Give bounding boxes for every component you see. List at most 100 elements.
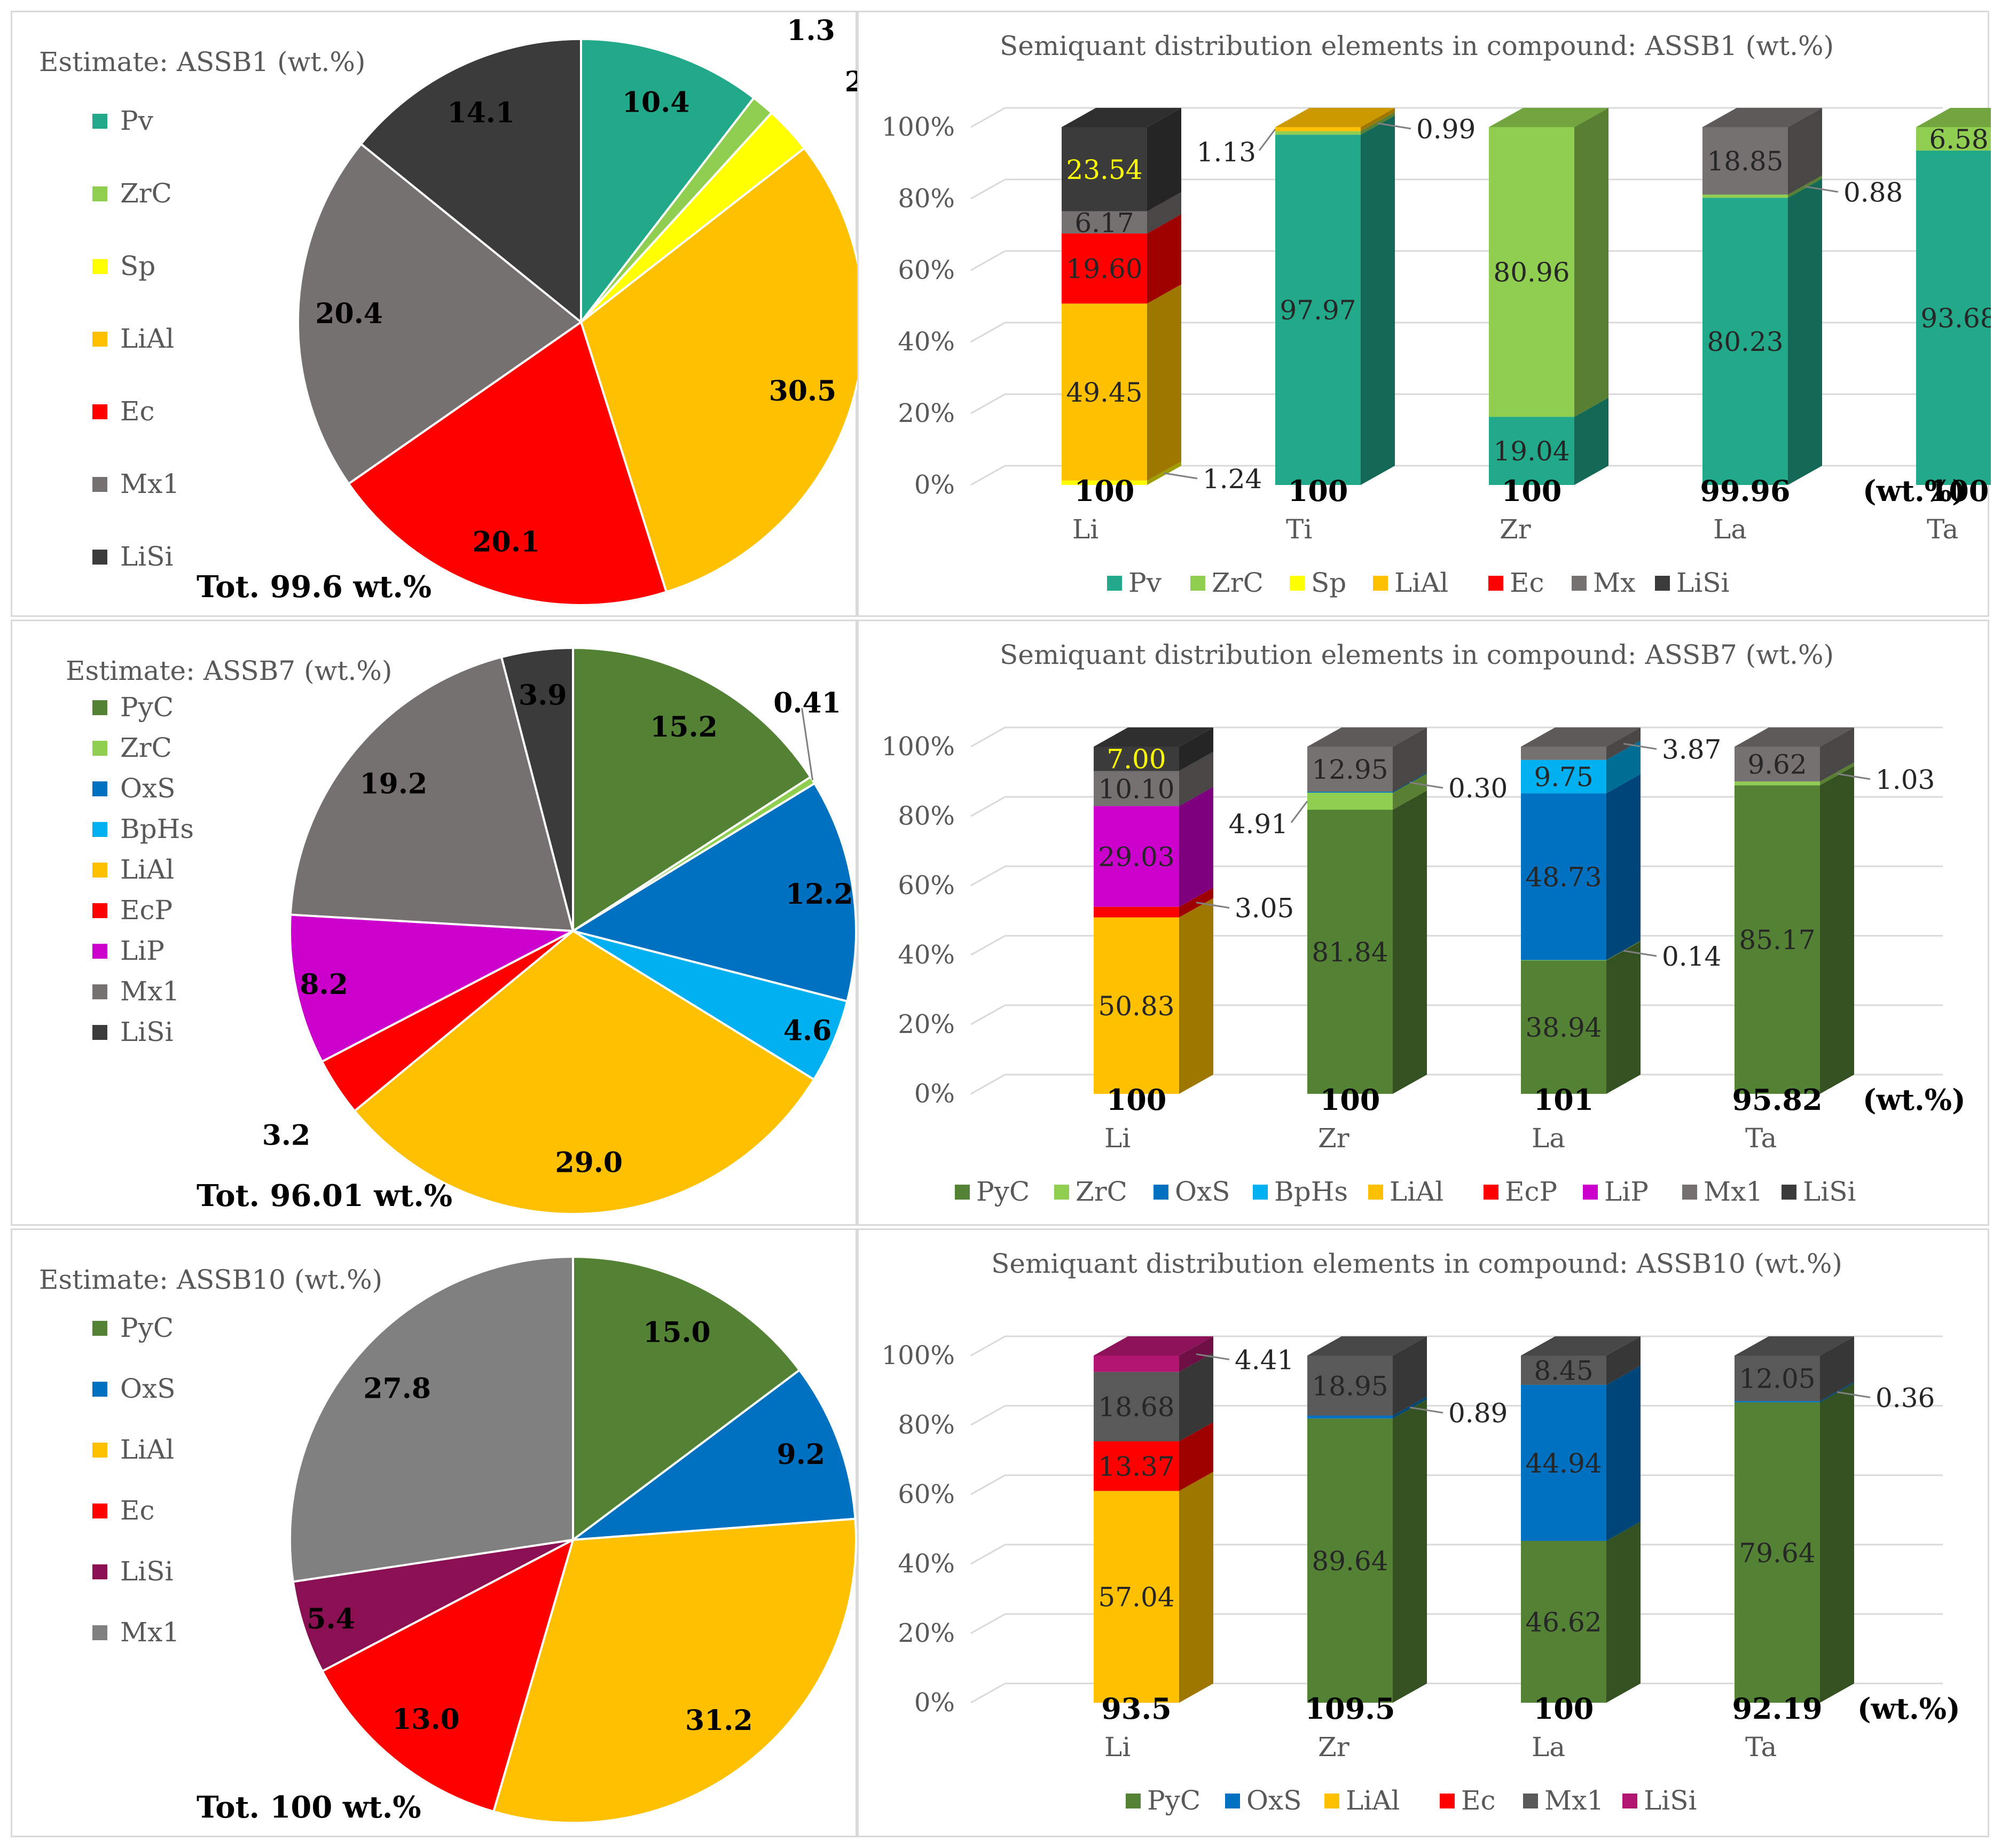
bar-segment-ecp	[1094, 906, 1179, 918]
bar-segment-mx1	[1521, 1356, 1606, 1385]
y-tick-label: 40%	[898, 1549, 955, 1579]
bar-data-label: 10.10	[1098, 773, 1174, 804]
x-category-label: La	[1532, 1123, 1565, 1154]
bar-segment-side	[1179, 898, 1213, 1094]
bar-segment-pv	[1489, 417, 1574, 485]
bar-panel-3: Semiquant distribution elements in compo…	[857, 1228, 1989, 1837]
bar-segment-lial	[1094, 1491, 1179, 1703]
legend-label: Sp	[120, 250, 155, 281]
callout-line	[1623, 742, 1657, 750]
bar-top-face	[1307, 727, 1427, 747]
bar-top-face	[1307, 1336, 1427, 1356]
bar-total-label: 100	[1929, 474, 1989, 508]
y-tick-label: 80%	[898, 801, 955, 831]
legend-label: ZrC	[120, 732, 172, 763]
bar-segment-mx1	[1735, 1356, 1820, 1401]
bar-segment-zrc	[1307, 793, 1393, 810]
unit-label: (wt.%)	[1863, 1083, 1966, 1117]
bar-segment-mx1	[1735, 747, 1820, 782]
legend-swatch	[1655, 576, 1670, 591]
legend-swatch	[92, 404, 107, 419]
pie-slice-ec	[347, 320, 668, 606]
legend-label: PyC	[120, 1312, 174, 1343]
callout-line	[1290, 801, 1308, 823]
bar-data-label: 9.62	[1747, 749, 1807, 780]
y-tick-label: 100%	[882, 732, 955, 762]
legend-label: PyC	[120, 692, 174, 723]
bar-data-label: 18.95	[1312, 1371, 1388, 1401]
y-tick-label: 100%	[882, 112, 955, 142]
bar-segment-side	[1179, 1336, 1213, 1372]
bar-segment-zrc	[1275, 131, 1361, 135]
bar-segment-ec	[1062, 233, 1147, 304]
legend-swatch	[92, 1382, 107, 1397]
bar-data-label: 3.05	[1235, 893, 1294, 924]
bar-segment-side	[1393, 773, 1427, 810]
pie-data-label: 1.3	[787, 14, 835, 47]
legend-label: LiAl	[1390, 1176, 1443, 1207]
bar-data-label: 23.54	[1066, 154, 1142, 185]
callout-line	[1804, 185, 1839, 193]
legend-label: LiSi	[120, 1016, 173, 1047]
legend-label: Mx1	[120, 1617, 179, 1648]
bar-data-label: 0.88	[1843, 177, 1903, 208]
callout-line	[1196, 902, 1230, 909]
pie-panel-1-svg: Estimate: ASSB1 (wt.%) Pv ZrC Sp LiAl Ec Mx1 Li…	[39, 14, 859, 606]
gridline-depth	[970, 1004, 1006, 1025]
gridline-depth	[970, 935, 1006, 956]
bar-segment-lial	[1094, 917, 1179, 1094]
bar-segment-side	[1393, 1336, 1427, 1416]
bar-data-label: 81.84	[1312, 937, 1388, 968]
y-tick-label: 60%	[898, 871, 955, 900]
bar-segment-lisi	[1062, 127, 1147, 212]
legend-label: LiAl	[120, 1434, 174, 1465]
legend-label: LiAl	[1394, 567, 1448, 598]
legend-label: OxS	[1246, 1785, 1301, 1816]
bar-top-face	[1094, 1336, 1213, 1356]
legend-swatch	[1253, 1185, 1268, 1200]
pie-slice-pyc	[572, 1255, 801, 1542]
bar-segment-lisi	[1094, 1356, 1179, 1372]
pie-data-label: 5.4	[307, 1603, 355, 1635]
gridline-depth	[970, 1335, 1006, 1357]
pie-data-label: 30.5	[769, 375, 837, 408]
bar-segment-lial	[1062, 303, 1147, 481]
gridline-depth	[970, 1405, 1006, 1426]
legend-label: BpHs	[120, 813, 194, 844]
bar-segment-pyc	[1735, 1402, 1820, 1703]
bar-segment-side	[1179, 1352, 1213, 1442]
legend-swatch	[955, 1185, 970, 1200]
pie-panel-1: Estimate: ASSB1 (wt.%) Pv ZrC Sp LiAl Ec Mx1 Li…	[11, 11, 859, 617]
legend-swatch	[92, 1443, 107, 1458]
bar-data-label: 9.75	[1534, 762, 1593, 793]
legend-swatch	[92, 822, 107, 837]
legend-swatch	[92, 700, 107, 715]
bar-segment-mx1	[1094, 771, 1179, 806]
legend-label: LiSi	[1644, 1785, 1697, 1816]
gridline-depth	[970, 1682, 1006, 1704]
bar-panel-1: Semiquant distribution elements in compo…	[857, 11, 1991, 617]
chart-title: Estimate: ASSB7 (wt.%)	[66, 655, 392, 686]
bar-segment-pyc	[1307, 1418, 1393, 1703]
pie-leader-line	[801, 708, 814, 780]
bar-total-label: 93.5	[1101, 1692, 1172, 1726]
legend-swatch	[1373, 576, 1388, 591]
legend-swatch	[1324, 1794, 1339, 1808]
pie-data-label: 20.4	[315, 297, 383, 330]
pie-slice-oxs	[569, 1368, 857, 1541]
bar-segment-side	[1147, 192, 1181, 234]
bar-segment-side	[1606, 1365, 1641, 1541]
callout-line	[1837, 1391, 1871, 1398]
y-tick-label: 100%	[882, 1341, 955, 1371]
pie-data-label: 15.0	[643, 1316, 711, 1349]
unit-label: (wt.%)	[1863, 474, 1966, 508]
bar-total-label: 100	[1320, 1083, 1380, 1117]
bar-segment-oxs	[1307, 792, 1393, 793]
bar-segment-zrc	[1735, 781, 1820, 786]
x-category-label: Ti	[1286, 514, 1312, 545]
legend-label: ZrC	[120, 178, 172, 209]
legend-label: LiSi	[120, 541, 173, 572]
y-tick-label: 20%	[898, 1618, 955, 1648]
bar-data-label: 93.68	[1920, 303, 1991, 334]
callout-line	[1623, 950, 1657, 957]
